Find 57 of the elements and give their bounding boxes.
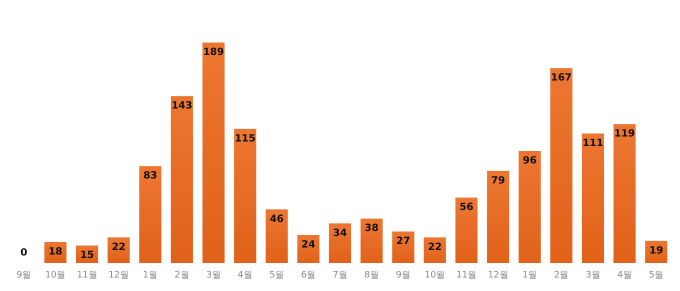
x-tick-label: 9월: [16, 270, 32, 280]
bar: [139, 166, 162, 263]
x-tick-label: 6월: [301, 270, 316, 280]
bar: [550, 68, 572, 263]
x-tick-label: 1월: [142, 270, 158, 280]
data-label: 27: [396, 236, 410, 247]
x-tick-label: 10월: [45, 270, 66, 280]
data-label: 189: [203, 47, 224, 58]
x-tick-label: 5월: [648, 270, 664, 280]
x-tick-label: 3월: [206, 270, 221, 280]
bar: [392, 232, 414, 263]
bar: [170, 96, 193, 263]
bar: [266, 209, 288, 263]
data-label: 22: [112, 242, 126, 253]
data-label: 56: [460, 202, 474, 214]
data-label: 19: [649, 245, 664, 256]
data-label: 83: [143, 170, 158, 182]
x-tick-label: 8월: [364, 270, 379, 280]
bar: [487, 170, 510, 263]
bar: [360, 218, 383, 263]
bar: [234, 128, 256, 263]
bar: [614, 124, 636, 263]
data-label: 22: [428, 242, 442, 253]
data-label: 111: [582, 138, 604, 149]
x-tick-label: 7월: [332, 270, 348, 280]
data-label: 115: [234, 133, 256, 144]
data-label: 18: [48, 246, 62, 258]
data-label: 46: [270, 214, 284, 225]
data-label: 0: [20, 248, 28, 258]
data-label: 143: [171, 100, 192, 112]
x-tick-label: 12월: [108, 270, 129, 280]
data-label: 24: [301, 240, 316, 250]
x-tick-label: 11월: [456, 270, 477, 280]
bar: [328, 223, 352, 263]
x-tick-label: 1월: [522, 270, 538, 280]
x-tick-label: 2월: [174, 270, 190, 280]
data-label: 119: [614, 128, 636, 140]
x-tick-label: 3월: [586, 270, 600, 280]
bar: [518, 151, 541, 263]
x-tick-label: 4월: [617, 270, 632, 280]
x-tick-label: 10월: [424, 270, 446, 280]
data-label: 96: [522, 156, 537, 166]
data-label: 34: [333, 228, 347, 239]
bar: [297, 235, 320, 263]
bar: [582, 134, 604, 263]
x-tick-label: 11월: [76, 270, 98, 280]
bar: [202, 42, 225, 263]
data-label: 167: [550, 72, 572, 84]
data-label: 38: [364, 223, 379, 234]
x-tick-label: 5월: [269, 270, 284, 280]
x-tick-label: 2월: [554, 270, 569, 280]
data-label: 15: [80, 250, 94, 261]
x-tick-label: 9월: [396, 270, 411, 280]
data-label: 79: [491, 175, 506, 186]
bar: [455, 198, 478, 263]
x-tick-label: 4월: [238, 270, 253, 280]
x-tick-label: 12월: [488, 270, 508, 280]
